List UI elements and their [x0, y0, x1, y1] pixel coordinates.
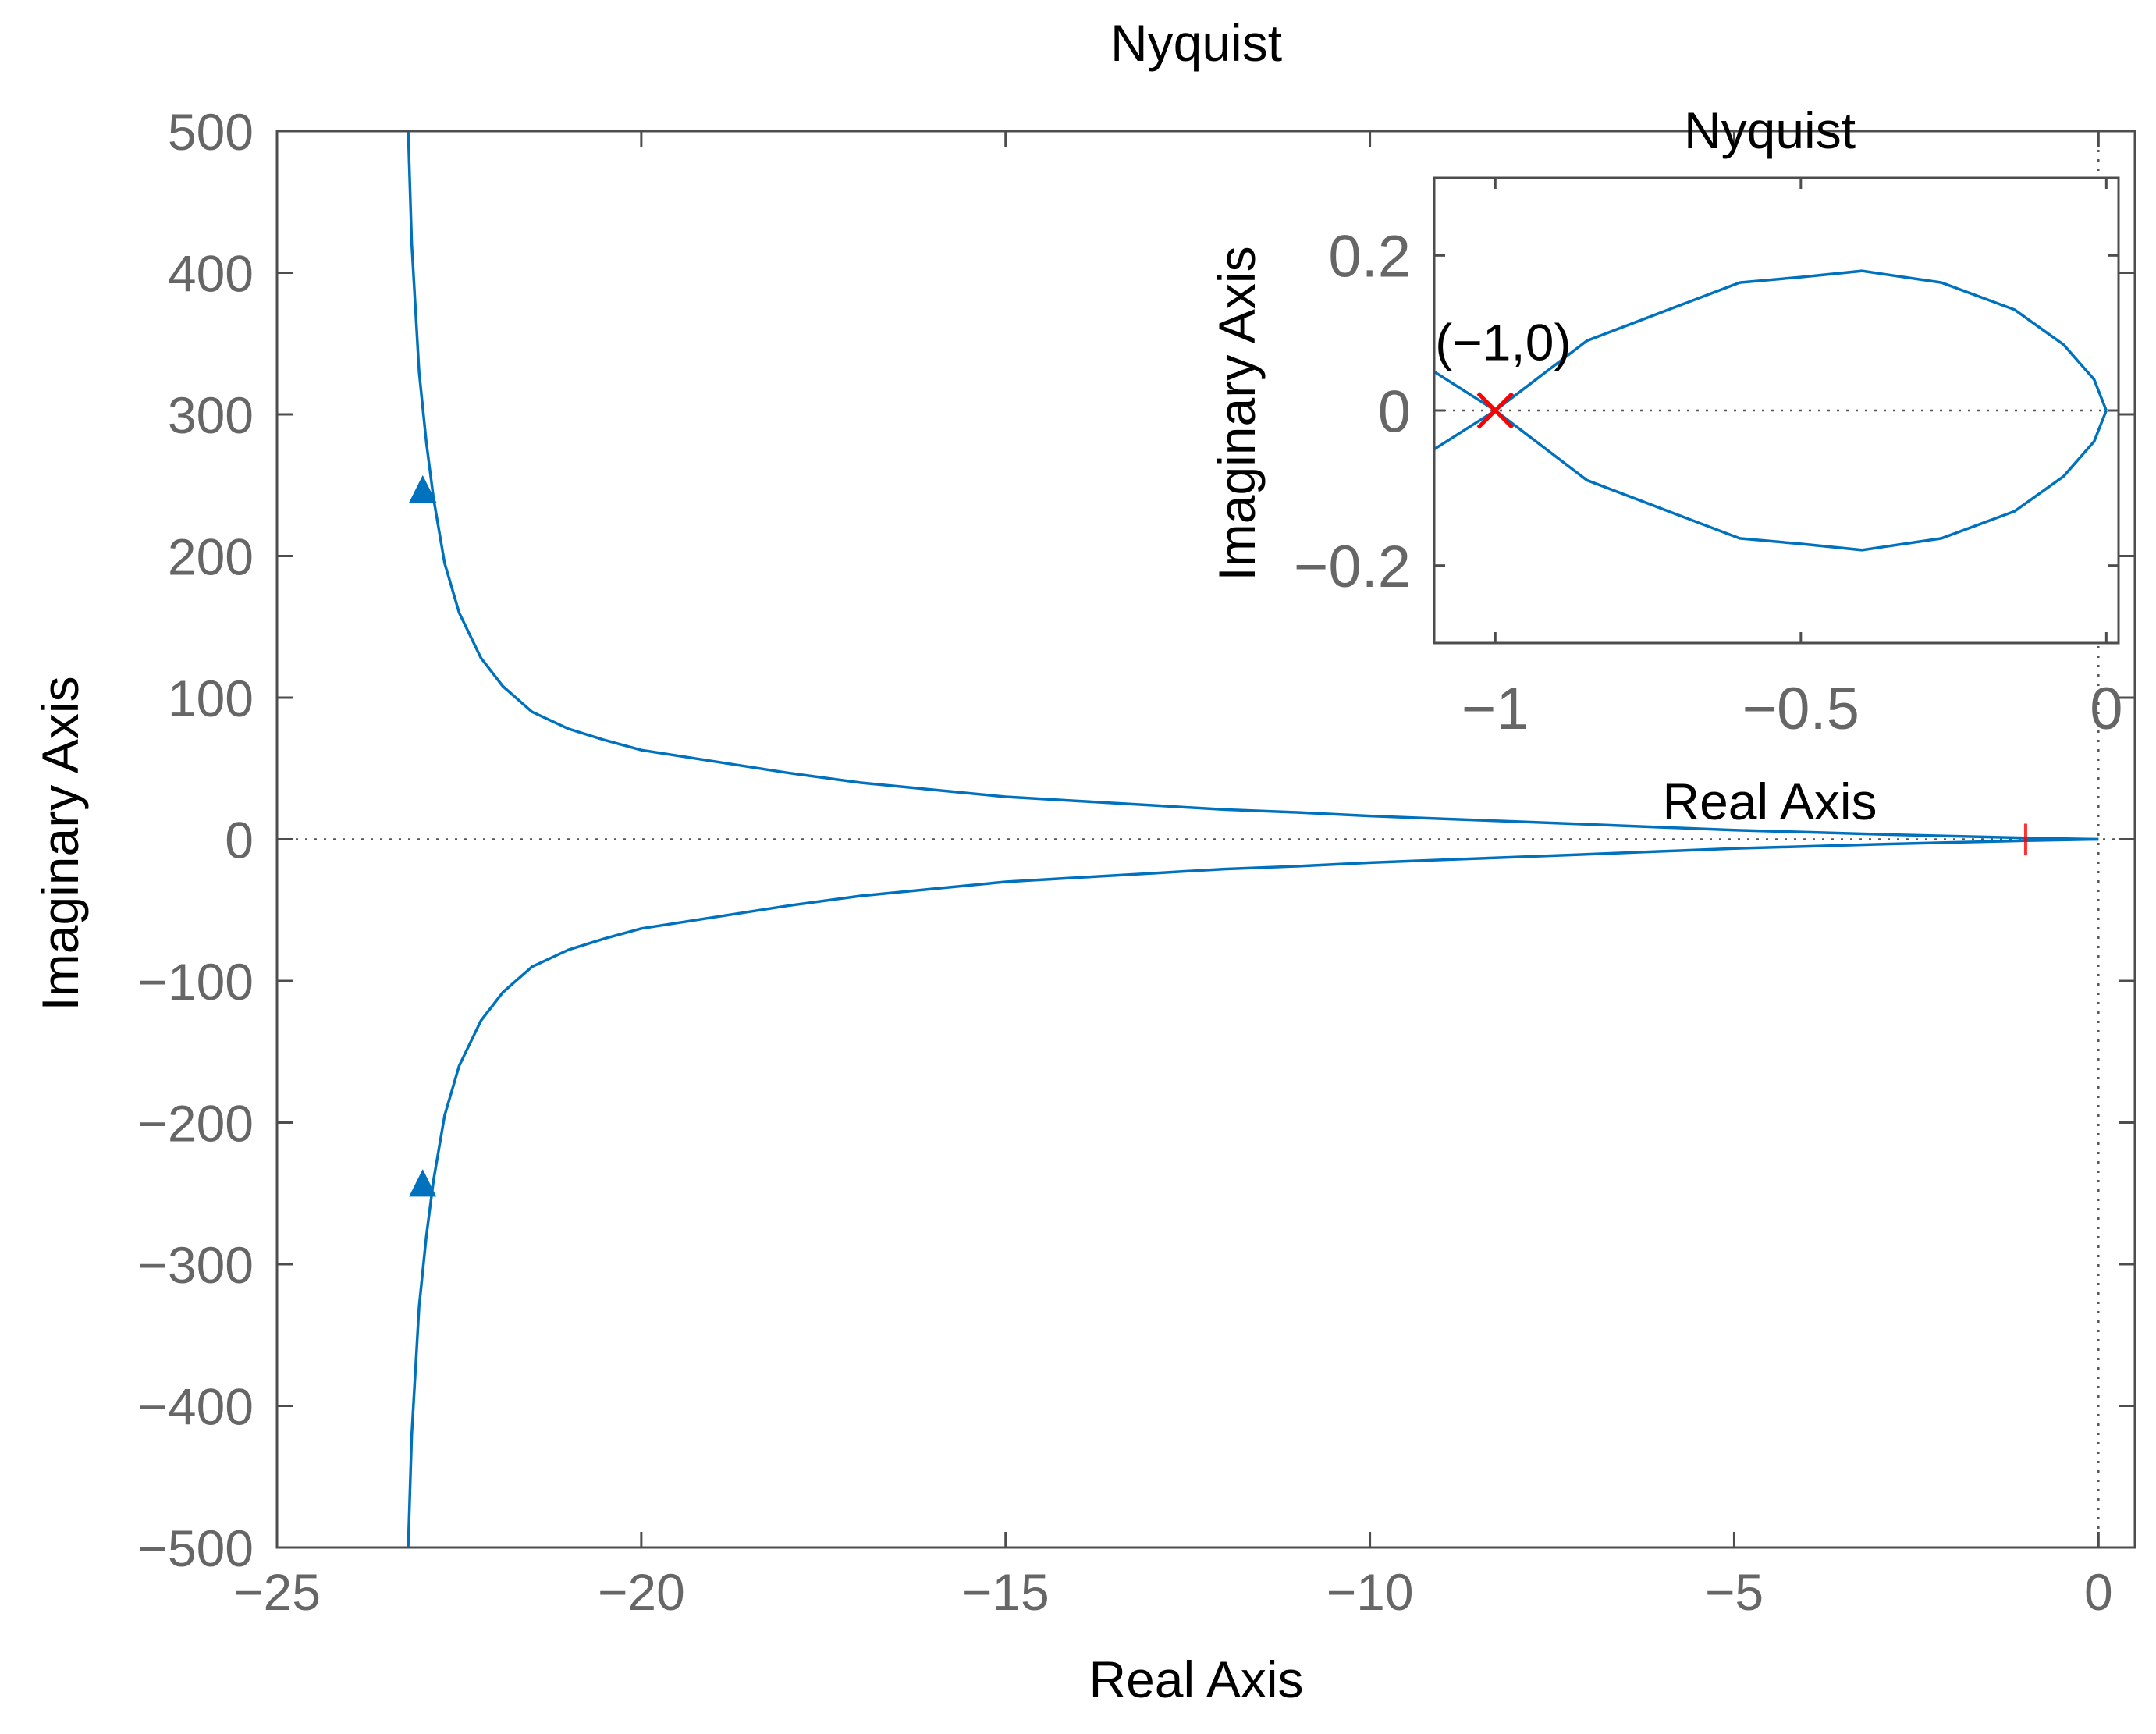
critical-point-annotation: (−1,0) — [1435, 314, 1571, 371]
x-tick-label: 0 — [2084, 1563, 2113, 1621]
x-tick-label: 0 — [2090, 676, 2122, 742]
y-tick-label: 100 — [168, 670, 254, 727]
x-tick-label: −1 — [1462, 676, 1529, 742]
y-tick-label: −500 — [137, 1519, 254, 1577]
y-tick-label: 400 — [168, 244, 254, 302]
main-nyquist-plot: Nyquist Real Axis Imaginary Axis −25 −20 −… — [31, 14, 2136, 1708]
main-y-axis-label: Imaginary Axis — [31, 676, 89, 1011]
direction-arrow — [409, 1169, 437, 1197]
critical-point-marker — [1476, 392, 1515, 429]
inset-y-axis-label: Imaginary Axis — [1208, 246, 1266, 581]
nyquist-curve-branch-1 — [407, 131, 2099, 841]
inset-nyquist-plot: Nyquist Real Axis Imaginary Axis −1 −0.5 0… — [1208, 101, 2122, 830]
x-tick-label: −25 — [233, 1563, 321, 1621]
y-tick-label: −0.2 — [1294, 534, 1411, 600]
nyquist-curve-branch-2 — [1434, 408, 2108, 552]
y-tick-label: 500 — [168, 103, 254, 161]
y-tick-label: 0.2 — [1328, 224, 1411, 290]
y-tick-label: 200 — [168, 528, 254, 585]
nyquist-curve-branch-1 — [1434, 269, 2108, 413]
main-x-axis-label: Real Axis — [1089, 1650, 1303, 1708]
x-tick-label: −0.5 — [1742, 676, 1859, 742]
y-tick-label: −100 — [137, 953, 254, 1011]
x-tick-label: −5 — [1705, 1563, 1764, 1621]
nyquist-curve-branch-2 — [407, 837, 2099, 1547]
y-tick-label: 0 — [225, 811, 254, 869]
y-tick-label: 0 — [1378, 378, 1411, 445]
x-tick-label: −10 — [1327, 1563, 1414, 1621]
main-plot-frame — [275, 130, 2136, 1549]
direction-arrow — [409, 474, 437, 503]
y-tick-label: 300 — [168, 386, 254, 444]
main-chart-title: Nyquist — [1110, 14, 1282, 72]
y-tick-label: −300 — [137, 1236, 254, 1294]
y-tick-label: −200 — [137, 1094, 254, 1152]
x-tick-label: −20 — [598, 1563, 685, 1621]
x-tick-label: −15 — [962, 1563, 1050, 1621]
inset-x-axis-label: Real Axis — [1662, 773, 1877, 830]
y-tick-label: −400 — [137, 1377, 254, 1435]
inset-chart-title: Nyquist — [1684, 101, 1856, 159]
inset-plot-frame — [1433, 176, 2120, 645]
